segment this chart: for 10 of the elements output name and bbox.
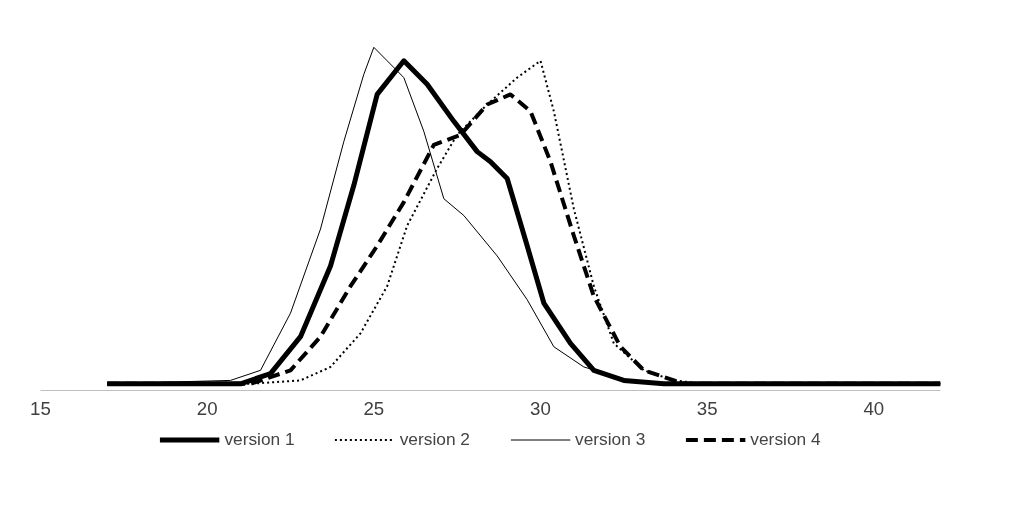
x-tick-label: 30	[530, 397, 551, 419]
legend-label: version 2	[399, 428, 470, 450]
legend-label: version 1	[224, 428, 295, 450]
x-tick-label: 20	[196, 397, 218, 419]
x-tick-label: 35	[696, 397, 718, 419]
x-tick-label: 25	[363, 397, 385, 419]
x-tick-label: 40	[863, 397, 885, 419]
legend-label: version 3	[575, 428, 646, 450]
x-tick-label: 15	[30, 397, 51, 419]
legend-label: version 4	[750, 428, 821, 450]
